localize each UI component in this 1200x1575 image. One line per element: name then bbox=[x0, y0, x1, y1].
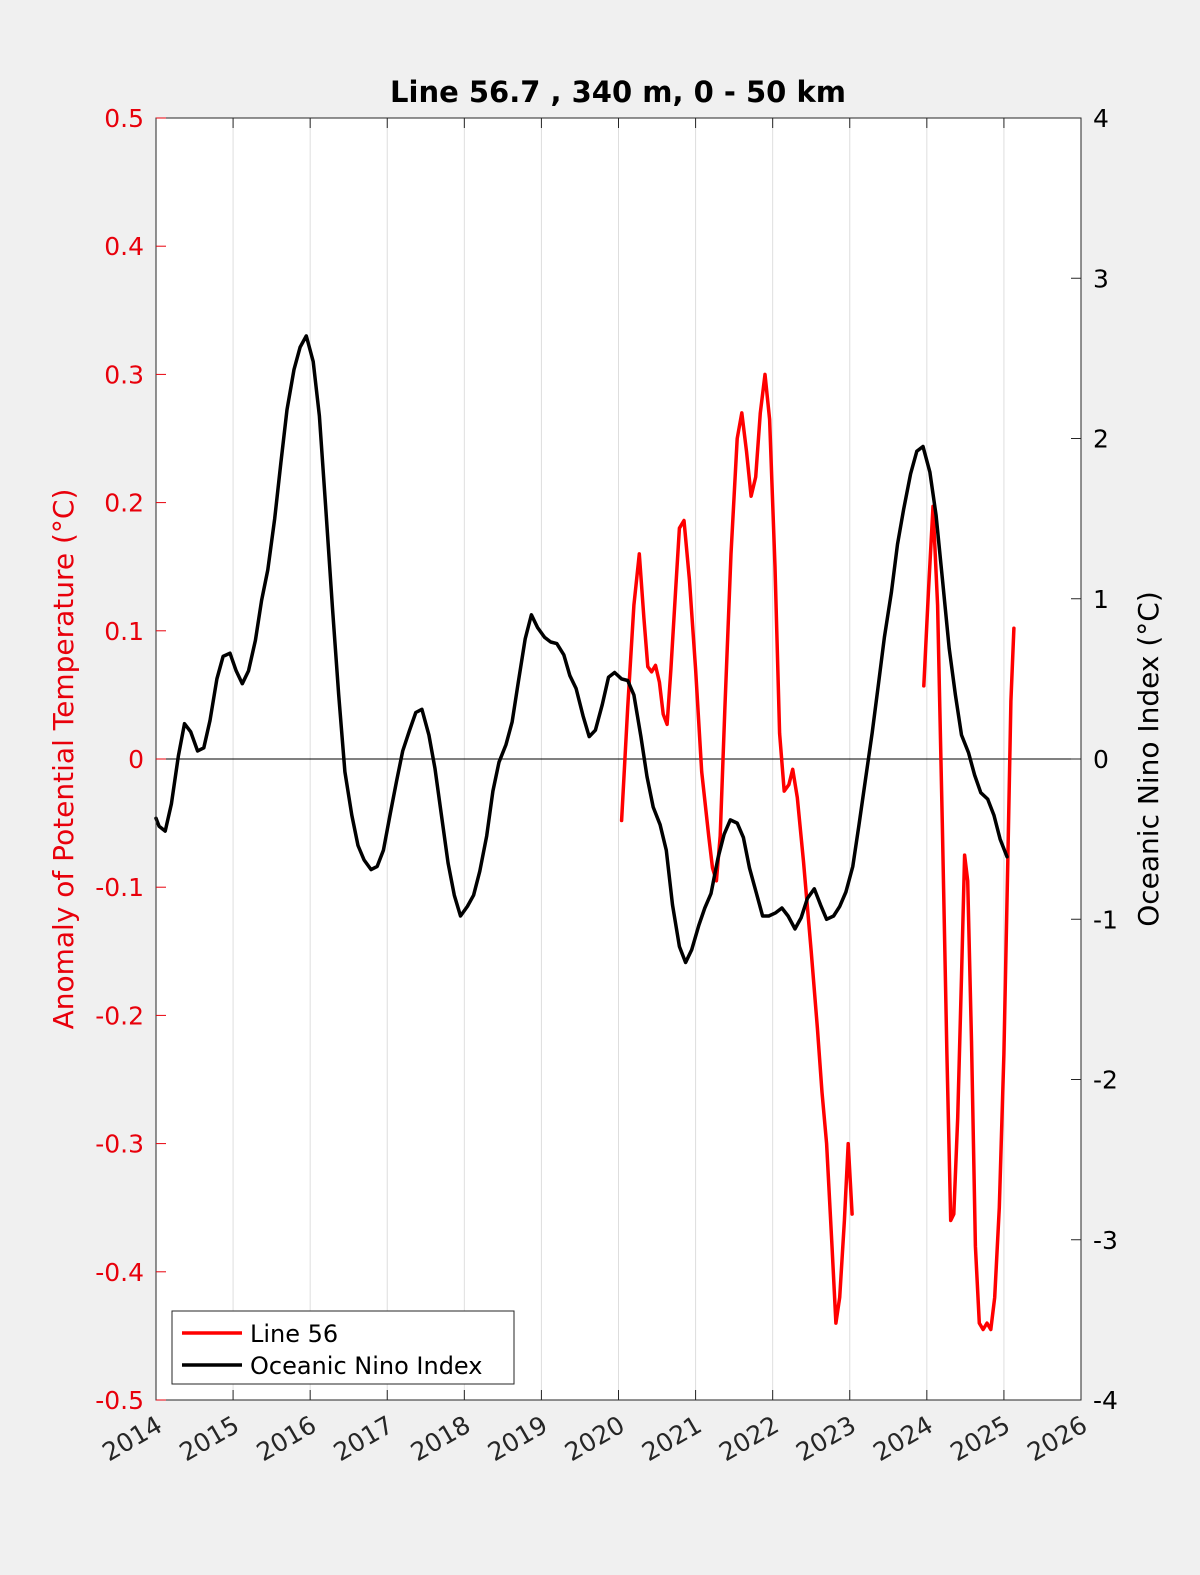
y-axis-left-label: Anomaly of Potential Temperature (°C) bbox=[47, 489, 80, 1030]
y-left-tick-label: 0 bbox=[128, 745, 144, 774]
y-right-tick-label: 2 bbox=[1093, 425, 1109, 454]
y-right-tick-label: 4 bbox=[1093, 104, 1109, 133]
legend-label-oni: Oceanic Nino Index bbox=[250, 1352, 482, 1380]
y-left-tick-label: -0.1 bbox=[95, 873, 144, 902]
y-left-tick-label: 0.2 bbox=[104, 489, 144, 518]
y-left-tick-label: -0.3 bbox=[95, 1130, 144, 1159]
series-oceanic-nino-index-segment-0 bbox=[154, 334, 1009, 965]
y-left-tick-label: 0.3 bbox=[104, 360, 144, 389]
chart-title: Line 56.7 , 340 m, 0 - 50 km bbox=[390, 75, 846, 109]
y-right-tick-label: 1 bbox=[1093, 585, 1109, 614]
y-right-tick-label: -4 bbox=[1093, 1386, 1118, 1415]
series-line-56-segment-0 bbox=[619, 372, 854, 1325]
y-right-tick-label: -1 bbox=[1093, 905, 1118, 934]
y-axis-right-label: Oceanic Nino Index (°C) bbox=[1132, 591, 1165, 927]
legend-box bbox=[171, 1310, 515, 1385]
y-right-tick-label: -2 bbox=[1093, 1066, 1118, 1095]
y-axis-right: -4 -3 -2 -1 0 1 2 3 4 bbox=[1071, 104, 1118, 1415]
y-left-tick-label: 0.5 bbox=[104, 104, 144, 133]
y-left-tick-label: -0.4 bbox=[95, 1258, 144, 1287]
legend-label-line-56: Line 56 bbox=[250, 1320, 338, 1348]
y-right-tick-label: 0 bbox=[1093, 745, 1109, 774]
y-left-tick-label: -0.2 bbox=[95, 1001, 144, 1030]
series-line-56-segment-1 bbox=[922, 504, 1016, 1332]
y-left-tick-label: 0.1 bbox=[104, 617, 144, 646]
y-right-tick-label: -3 bbox=[1093, 1226, 1118, 1255]
series-layer bbox=[154, 334, 1016, 1332]
y-left-tick-label: 0.4 bbox=[104, 232, 144, 261]
legend: Line 56 Oceanic Nino Index bbox=[171, 1310, 515, 1385]
y-right-tick-label: 3 bbox=[1093, 264, 1109, 293]
y-left-tick-label: -0.5 bbox=[95, 1386, 144, 1415]
y-axis-left: -0.5 -0.4 -0.3 -0.2 -0.1 0 0.1 0.2 0.3 0.4 0.5 bbox=[95, 104, 166, 1415]
